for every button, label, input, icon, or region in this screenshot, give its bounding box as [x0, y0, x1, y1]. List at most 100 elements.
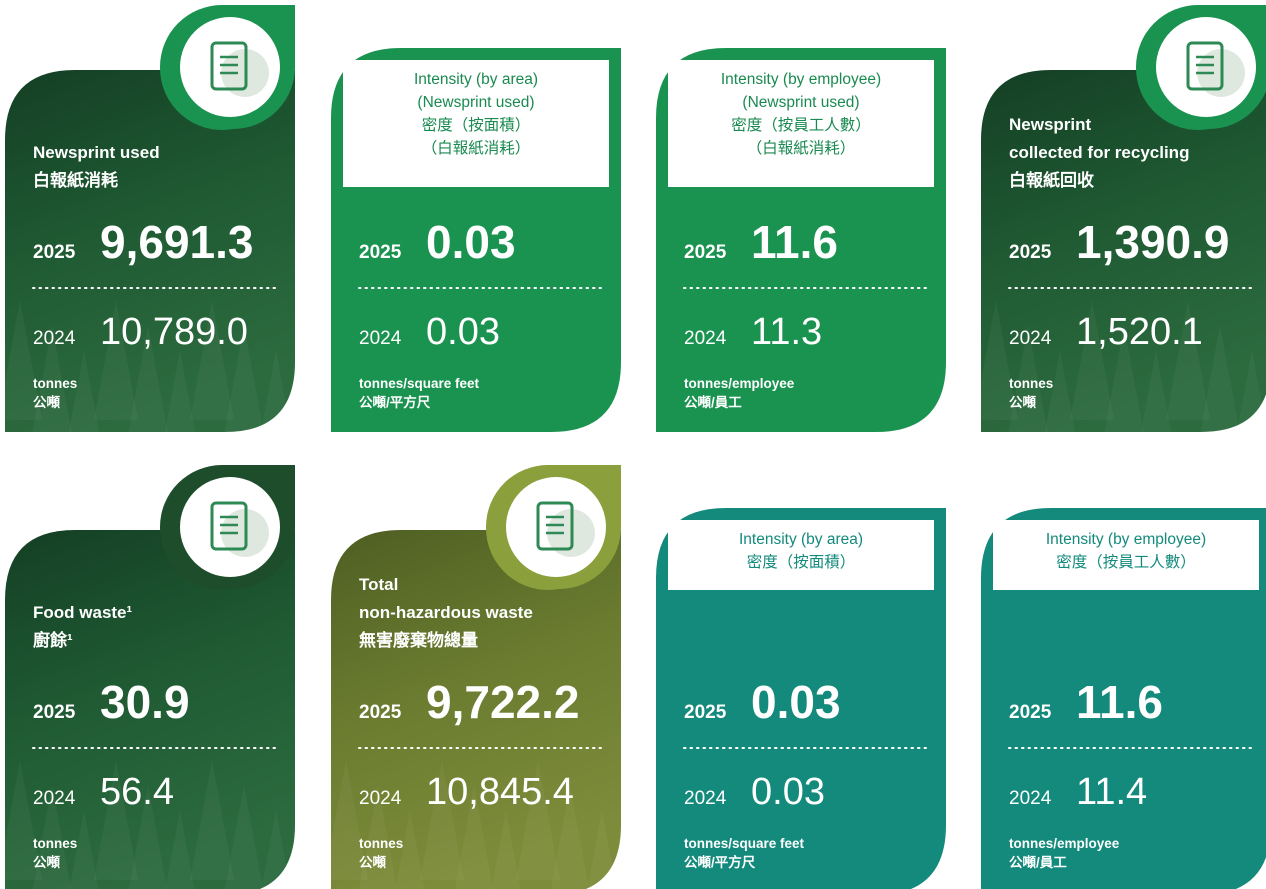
tree-texture	[126, 325, 170, 445]
card: Total non-hazardous waste 無害廢棄物總量 2025 9,722…	[324, 465, 622, 889]
unit: tonnes	[1009, 376, 1053, 391]
card-title: 廚餘¹	[33, 630, 73, 650]
tree-texture	[94, 300, 138, 420]
previous-value: 0.03	[751, 771, 825, 813]
current-year: 2025	[33, 242, 76, 263]
tree-texture	[420, 760, 464, 880]
tree-texture	[94, 760, 138, 880]
tree-texture	[224, 785, 264, 889]
current-year: 2025	[359, 242, 402, 263]
current-year: 2025	[684, 242, 727, 263]
card: Intensity (by employee) 密度（按員工人數） 2025 11.6…	[981, 508, 1266, 889]
icon	[210, 41, 248, 91]
card-title: collected for recycling	[1009, 143, 1189, 162]
tree-texture	[158, 350, 202, 470]
tree-texture	[1166, 300, 1210, 420]
card-background	[331, 530, 621, 889]
current-year: 2025	[359, 702, 402, 723]
current-year: 2025	[1009, 702, 1052, 723]
unit: tonnes/employee	[684, 376, 795, 391]
header-text: 密度（按員工人數）	[731, 116, 871, 134]
tree-texture	[1070, 300, 1114, 420]
tree-texture	[165, 810, 195, 889]
header-text: 密度（按面積）	[422, 116, 531, 134]
header-text: 密度（按員工人數）	[1056, 553, 1196, 571]
previous-year: 2024	[1009, 328, 1052, 349]
header-box	[343, 60, 609, 187]
previous-value: 11.3	[751, 311, 822, 353]
icon	[210, 501, 248, 551]
tree-texture	[1134, 350, 1178, 470]
previous-year: 2024	[359, 788, 402, 809]
current-value: 11.6	[1076, 676, 1163, 728]
tree-texture	[1230, 350, 1266, 470]
unit: 公噸/員工	[684, 394, 742, 410]
tree-texture	[62, 350, 106, 470]
unit: 公噸	[359, 854, 386, 870]
unit: 公噸	[33, 394, 60, 410]
icon	[546, 515, 564, 535]
tree-texture	[358, 785, 398, 889]
tree-texture	[30, 325, 74, 445]
previous-year: 2024	[359, 328, 402, 349]
header-text: Intensity (by area)	[739, 531, 863, 548]
tree-texture	[454, 785, 494, 889]
card: Food waste¹ 廚餘¹ 2025 30.9 2024 56.4 tonnes 公噸	[0, 465, 296, 889]
card-background	[5, 70, 295, 432]
current-value: 1,390.9	[1076, 216, 1229, 268]
current-year: 2025	[33, 702, 76, 723]
header-text: 密度（按面積）	[747, 553, 856, 571]
tree-texture	[0, 760, 42, 880]
previous-value: 1,520.1	[1076, 311, 1203, 353]
unit: tonnes	[33, 376, 77, 391]
previous-value: 56.4	[100, 771, 174, 813]
unit: 公噸/平方尺	[684, 854, 756, 870]
header-text: Intensity (by area)	[414, 71, 538, 88]
header-text: (Newsprint used)	[742, 94, 859, 111]
card-background	[656, 508, 946, 889]
card-title: 無害廢棄物總量	[359, 630, 478, 650]
tree-texture	[32, 785, 72, 889]
current-value: 30.9	[100, 676, 190, 728]
icon	[220, 515, 238, 535]
card: Intensity (by area) 密度（按面積） 2025 0.03 2024 0.…	[656, 508, 946, 889]
tree-texture	[516, 760, 560, 880]
card-title: Newsprint	[1009, 115, 1092, 134]
unit: 公噸/員工	[1009, 854, 1067, 870]
tree-texture	[128, 785, 168, 889]
current-value: 0.03	[426, 216, 516, 268]
tree-texture	[1102, 325, 1146, 445]
current-value: 11.6	[751, 216, 838, 268]
header-text: （白報紙消耗）	[747, 139, 856, 157]
current-value: 9,691.3	[100, 216, 253, 268]
unit: tonnes	[33, 836, 77, 851]
header-box	[993, 520, 1259, 590]
card-title: Total	[359, 575, 398, 594]
unit: tonnes/square feet	[359, 376, 480, 391]
tree-texture	[1006, 325, 1050, 445]
tree-texture	[550, 785, 590, 889]
header-text: (Newsprint used)	[417, 94, 534, 111]
tree-texture	[1038, 350, 1082, 470]
card-title: Newsprint used	[33, 143, 160, 162]
previous-value: 11.4	[1076, 771, 1147, 813]
icon	[1196, 55, 1214, 75]
card-title: 白報紙消耗	[33, 170, 118, 190]
header-box	[668, 60, 934, 187]
card: Newsprint used 白報紙消耗 2025 9,691.3 2024 10,789…	[0, 5, 298, 470]
unit: tonnes/square feet	[684, 836, 805, 851]
tree-texture	[491, 810, 521, 889]
icon	[536, 501, 574, 551]
tree-texture	[69, 810, 99, 889]
header-box	[668, 520, 934, 590]
previous-year: 2024	[1009, 788, 1052, 809]
previous-year: 2024	[684, 788, 727, 809]
tree-texture	[190, 760, 234, 880]
current-year: 2025	[1009, 242, 1052, 263]
header-text: Intensity (by employee)	[1046, 531, 1206, 548]
tree-texture	[974, 300, 1018, 420]
unit: tonnes/employee	[1009, 836, 1120, 851]
unit: 公噸	[1009, 394, 1037, 410]
tree-texture	[324, 760, 368, 880]
tree-texture	[222, 325, 266, 445]
